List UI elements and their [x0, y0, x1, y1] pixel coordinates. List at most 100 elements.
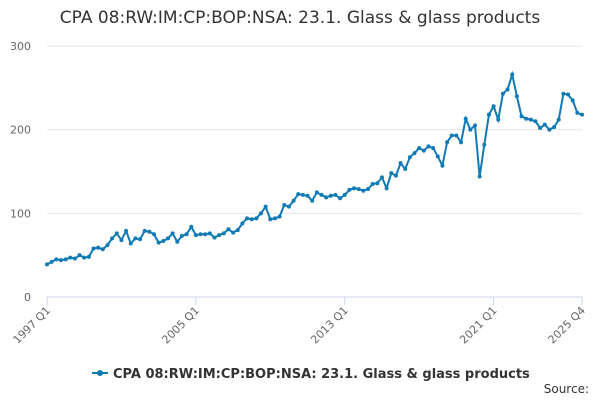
point [510, 72, 515, 77]
y-tick-label: 200 [10, 124, 31, 137]
point [161, 238, 166, 243]
point [361, 188, 366, 193]
point [45, 262, 49, 267]
point [198, 232, 203, 237]
point [319, 192, 324, 197]
point [459, 140, 464, 145]
point [291, 198, 296, 203]
x-tick-label: 2013 Q1 [308, 304, 351, 347]
point [556, 117, 561, 122]
y-tick-label: 300 [10, 40, 31, 53]
legend-label: CPA 08:RW:IM:CP:BOP:NSA: 23.1. Glass & g… [113, 367, 530, 382]
point [421, 148, 426, 153]
point [342, 192, 347, 197]
point [91, 246, 96, 251]
point [445, 140, 450, 145]
point [152, 232, 156, 237]
x-tick-label: 1997 Q1 [11, 304, 54, 347]
point [300, 192, 305, 197]
point [119, 238, 124, 243]
point [68, 255, 73, 260]
point [366, 187, 370, 192]
point [352, 186, 357, 191]
point [435, 154, 440, 159]
point [86, 254, 91, 259]
y-tick-label: 100 [10, 207, 31, 220]
point [514, 94, 519, 99]
point [96, 245, 101, 250]
point [356, 187, 361, 192]
point [296, 192, 301, 197]
point [575, 110, 580, 115]
point [254, 216, 259, 221]
point [463, 116, 468, 121]
point [142, 228, 147, 233]
point [147, 229, 152, 234]
point [477, 174, 482, 179]
point [375, 181, 380, 186]
point [212, 235, 217, 240]
point [519, 114, 524, 119]
point [547, 127, 552, 132]
point [473, 123, 477, 128]
point [347, 187, 352, 192]
y-tick-label: 0 [24, 291, 31, 304]
point [240, 221, 245, 226]
point [496, 117, 501, 122]
point [203, 232, 208, 237]
point [552, 125, 557, 130]
point [277, 214, 282, 219]
point [58, 258, 63, 263]
point [165, 236, 170, 241]
point [328, 193, 333, 198]
point [175, 239, 180, 244]
point [314, 190, 319, 195]
point [245, 216, 250, 221]
point [379, 175, 384, 180]
point [384, 186, 389, 191]
point [105, 243, 110, 248]
point [333, 192, 338, 197]
point [286, 204, 291, 209]
point [207, 231, 212, 236]
point [440, 163, 445, 168]
point [189, 224, 194, 229]
point [193, 233, 198, 238]
point [486, 112, 491, 117]
point [500, 91, 505, 96]
point [138, 237, 143, 242]
source: Source: [544, 382, 589, 396]
chart-title: CPA 08:RW:IM:CP:BOP:NSA: 23.1. Glass & g… [60, 8, 541, 28]
point [263, 204, 268, 209]
point [77, 253, 82, 258]
point [179, 233, 184, 238]
point [449, 133, 454, 138]
point [170, 231, 175, 236]
point [454, 133, 459, 138]
point [393, 173, 398, 178]
point [82, 255, 87, 260]
point [63, 257, 68, 262]
point [533, 119, 538, 124]
point [235, 228, 240, 233]
point [566, 92, 571, 97]
point [100, 247, 105, 252]
point [184, 232, 189, 237]
point [124, 228, 129, 233]
point [114, 231, 119, 236]
point [310, 198, 315, 203]
point [431, 146, 436, 151]
legend-marker [97, 370, 103, 376]
point [110, 236, 115, 241]
point [417, 146, 422, 151]
x-tick-label: 2025 Q4 [546, 304, 589, 347]
x-tick-label: 2021 Q1 [457, 304, 500, 347]
point [268, 217, 273, 222]
point [324, 195, 329, 200]
point [412, 151, 417, 156]
point [370, 182, 375, 187]
point [49, 259, 54, 264]
point [407, 155, 412, 160]
point [482, 142, 487, 147]
point [398, 161, 403, 166]
